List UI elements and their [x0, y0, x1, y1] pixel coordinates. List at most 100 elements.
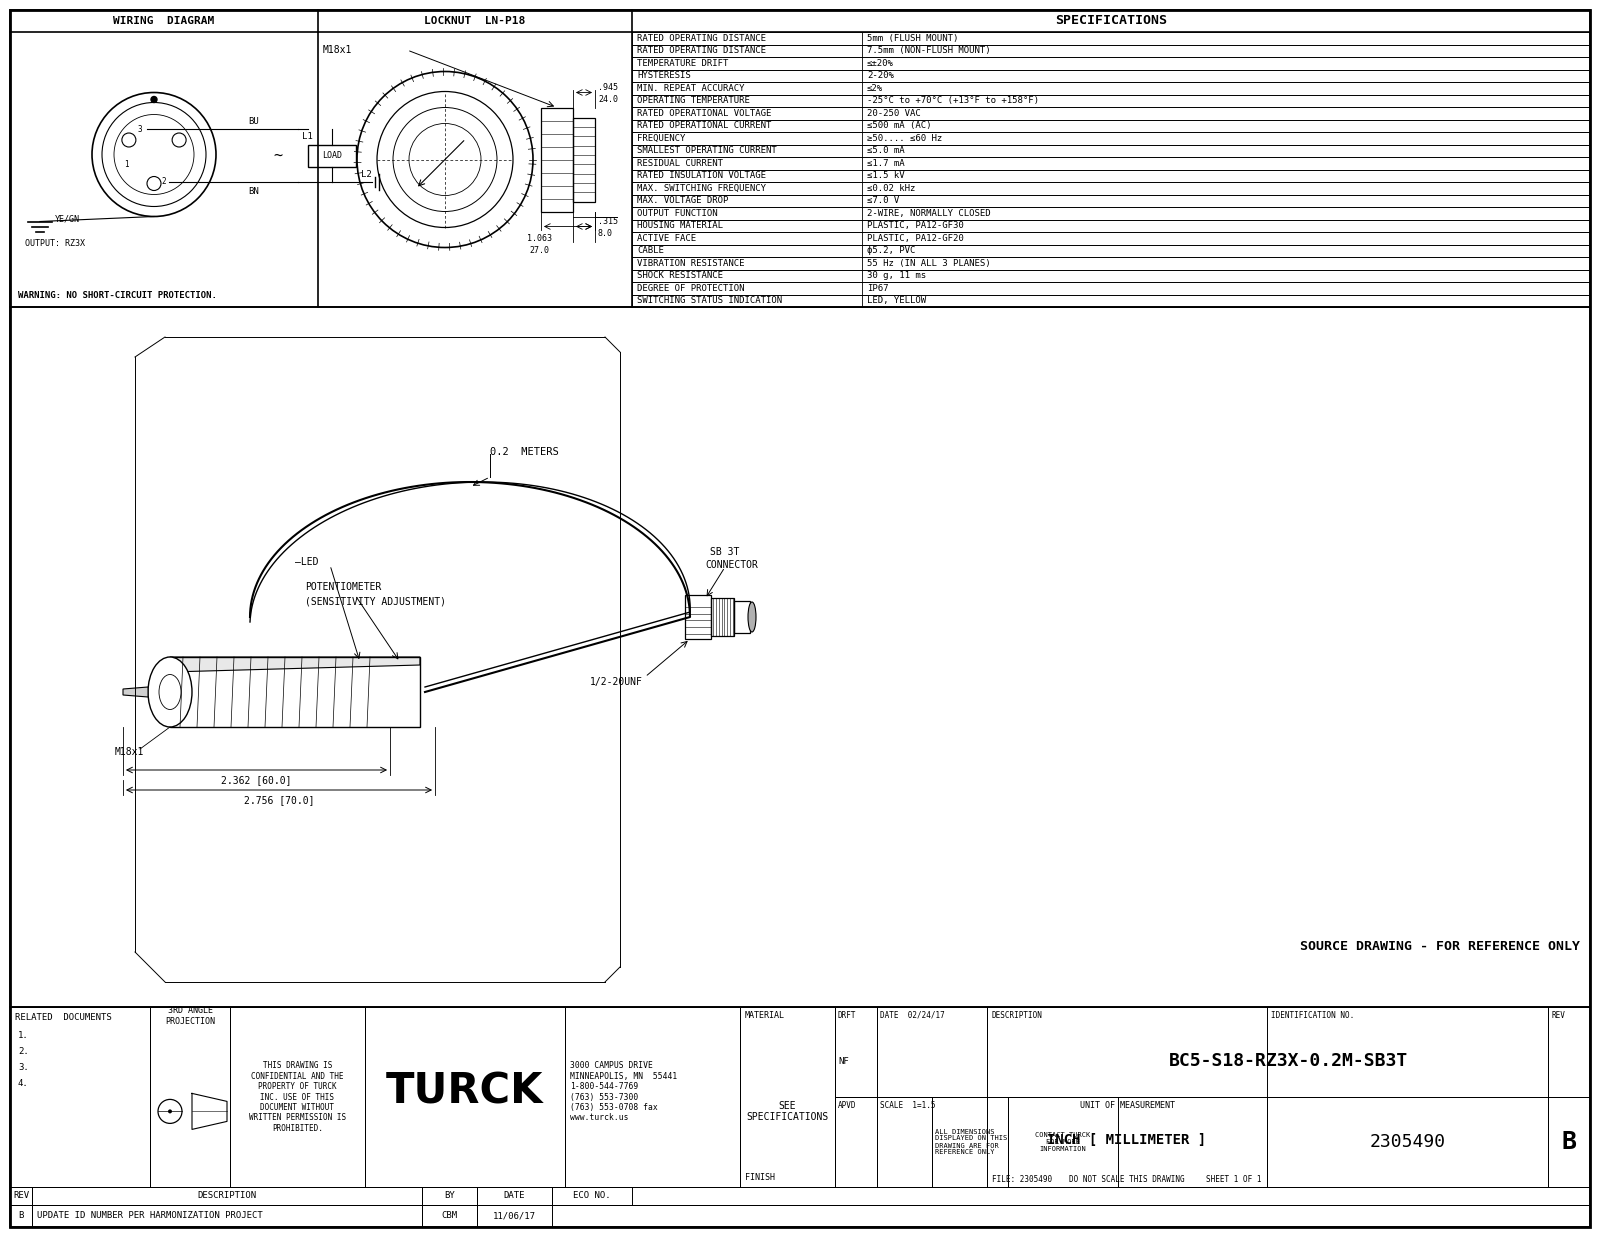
- Bar: [10, 1205, 32, 1227]
- Bar: [739, 1007, 835, 1188]
- Text: IP67: IP67: [867, 283, 888, 293]
- Bar: [632, 294, 1590, 307]
- Text: 2: 2: [162, 177, 166, 187]
- Bar: [931, 1097, 1008, 1188]
- Bar: [632, 145, 1590, 157]
- Text: DESCRIPTION: DESCRIPTION: [197, 1191, 256, 1200]
- Text: L2: L2: [362, 169, 371, 178]
- Text: ≤0.02 kHz: ≤0.02 kHz: [867, 184, 915, 193]
- Bar: [734, 601, 750, 633]
- Bar: [632, 94, 1590, 106]
- Bar: [565, 1007, 739, 1188]
- Text: 2.756 [70.0]: 2.756 [70.0]: [243, 795, 314, 805]
- Text: .945: .945: [598, 83, 618, 92]
- Bar: [877, 1097, 931, 1188]
- Bar: [632, 69, 1590, 82]
- Bar: [307, 145, 355, 167]
- Bar: [365, 1007, 565, 1188]
- Text: OUTPUT FUNCTION: OUTPUT FUNCTION: [637, 209, 718, 218]
- Text: 5mm (FLUSH MOUNT): 5mm (FLUSH MOUNT): [867, 33, 958, 43]
- Text: BC5-S18-RZ3X-0.2M-SB3T: BC5-S18-RZ3X-0.2M-SB3T: [1170, 1051, 1408, 1070]
- Text: 3: 3: [138, 125, 142, 134]
- Bar: [632, 270, 1590, 282]
- Text: REV: REV: [1550, 1011, 1565, 1019]
- Bar: [632, 207, 1590, 219]
- Text: M18x1: M18x1: [323, 45, 352, 54]
- Text: ~: ~: [274, 148, 282, 163]
- Text: 30 g, 11 ms: 30 g, 11 ms: [867, 271, 926, 281]
- Ellipse shape: [749, 602, 757, 632]
- Text: 4.: 4.: [18, 1079, 29, 1087]
- Text: CABLE: CABLE: [637, 246, 664, 255]
- Bar: [632, 182, 1590, 194]
- Text: SB 3T: SB 3T: [710, 547, 739, 557]
- Bar: [835, 1007, 877, 1097]
- Bar: [632, 32, 1590, 45]
- Bar: [877, 1007, 987, 1097]
- Text: PLASTIC, PA12-GF30: PLASTIC, PA12-GF30: [867, 221, 963, 230]
- Text: 24.0: 24.0: [598, 95, 618, 104]
- Text: 2.362 [60.0]: 2.362 [60.0]: [221, 776, 291, 785]
- Text: FILE: 2305490: FILE: 2305490: [992, 1174, 1053, 1184]
- Bar: [10, 1007, 1590, 1227]
- Bar: [632, 157, 1590, 169]
- Bar: [1267, 1097, 1549, 1188]
- Bar: [632, 257, 1590, 270]
- Text: DATE: DATE: [504, 1191, 525, 1200]
- Text: HOUSING MATERIAL: HOUSING MATERIAL: [637, 221, 723, 230]
- Text: IDENTIFICATION NO.: IDENTIFICATION NO.: [1270, 1011, 1354, 1019]
- Bar: [632, 57, 1590, 69]
- Text: VIBRATION RESISTANCE: VIBRATION RESISTANCE: [637, 259, 744, 267]
- Bar: [1008, 1097, 1118, 1188]
- Text: FINISH: FINISH: [746, 1174, 774, 1183]
- Bar: [10, 1188, 32, 1205]
- Text: NF: NF: [838, 1056, 848, 1065]
- Circle shape: [168, 1110, 173, 1113]
- Bar: [835, 1097, 877, 1188]
- Bar: [552, 1188, 632, 1205]
- Bar: [477, 1205, 552, 1227]
- Text: OUTPUT: RZ3X: OUTPUT: RZ3X: [26, 239, 85, 247]
- Text: BY: BY: [445, 1191, 454, 1200]
- Text: B: B: [18, 1211, 24, 1221]
- Bar: [1549, 1007, 1590, 1097]
- Text: L1: L1: [302, 132, 312, 141]
- Text: ≤1.7 mA: ≤1.7 mA: [867, 158, 904, 168]
- Text: 3000 CAMPUS DRIVE
MINNEAPOLIS, MN  55441
1-800-544-7769
(763) 553-7300
(763) 553: 3000 CAMPUS DRIVE MINNEAPOLIS, MN 55441 …: [570, 1061, 677, 1122]
- Text: LOAD: LOAD: [322, 151, 342, 160]
- Polygon shape: [123, 687, 147, 696]
- Text: 1: 1: [125, 160, 130, 169]
- Bar: [422, 1205, 477, 1227]
- Text: TEMPERATURE DRIFT: TEMPERATURE DRIFT: [637, 58, 728, 68]
- Circle shape: [150, 96, 157, 103]
- Bar: [10, 10, 1590, 307]
- Text: OPERATING TEMPERATURE: OPERATING TEMPERATURE: [637, 96, 750, 105]
- Text: CONTACT TURCK
FOR MORE
INFORMATION: CONTACT TURCK FOR MORE INFORMATION: [1035, 1132, 1091, 1152]
- Text: 8.0: 8.0: [598, 229, 613, 238]
- Text: YE/GN: YE/GN: [54, 214, 80, 223]
- Bar: [632, 219, 1590, 233]
- Bar: [632, 245, 1590, 257]
- Text: SHEET 1 OF 1: SHEET 1 OF 1: [1206, 1174, 1262, 1184]
- Bar: [10, 1007, 150, 1188]
- Text: BN: BN: [248, 187, 259, 197]
- Text: 1.063: 1.063: [526, 234, 552, 242]
- Text: SWITCHING STATUS INDICATION: SWITCHING STATUS INDICATION: [637, 296, 782, 306]
- Text: DRFT: DRFT: [838, 1011, 856, 1019]
- Bar: [632, 45, 1590, 57]
- Text: UPDATE ID NUMBER PER HARMONIZATION PROJECT: UPDATE ID NUMBER PER HARMONIZATION PROJE…: [37, 1211, 262, 1221]
- Text: INCH [ MILLIMETER ]: INCH [ MILLIMETER ]: [1048, 1133, 1206, 1147]
- Text: DO NOT SCALE THIS DRAWING: DO NOT SCALE THIS DRAWING: [1069, 1174, 1186, 1184]
- Text: 1.: 1.: [18, 1030, 29, 1039]
- Ellipse shape: [147, 657, 192, 727]
- Text: 2-WIRE, NORMALLY CLOSED: 2-WIRE, NORMALLY CLOSED: [867, 209, 990, 218]
- Text: ALL DIMENSIONS
DISPLAYED ON THIS
DRAWING ARE FOR
REFERENCE ONLY: ALL DIMENSIONS DISPLAYED ON THIS DRAWING…: [934, 1128, 1008, 1155]
- Text: ≤1.5 kV: ≤1.5 kV: [867, 171, 904, 181]
- Text: RATED OPERATING DISTANCE: RATED OPERATING DISTANCE: [637, 46, 766, 56]
- Text: 3.: 3.: [18, 1063, 29, 1071]
- Bar: [632, 282, 1590, 294]
- Text: 3RD ANGLE
PROJECTION: 3RD ANGLE PROJECTION: [165, 1007, 214, 1025]
- Text: RESIDUAL CURRENT: RESIDUAL CURRENT: [637, 158, 723, 168]
- Bar: [987, 1007, 1590, 1097]
- Text: SMALLEST OPERATING CURRENT: SMALLEST OPERATING CURRENT: [637, 146, 776, 156]
